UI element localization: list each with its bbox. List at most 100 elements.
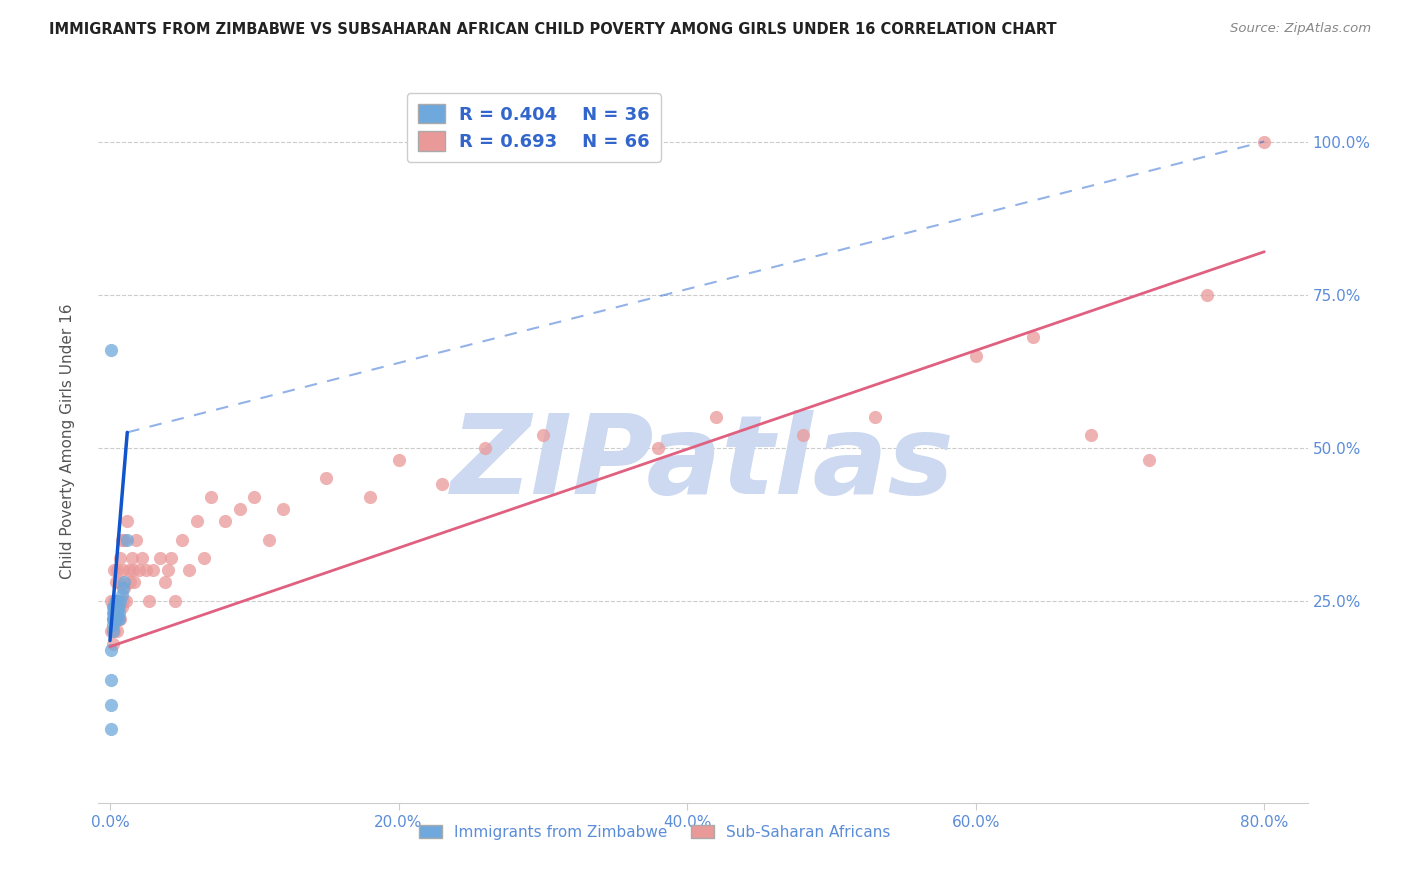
- Point: [105, 599, 128, 614]
- Point: [103, 599, 125, 614]
- Point: [163, 593, 186, 607]
- Point: [104, 593, 127, 607]
- Point: [792, 428, 814, 442]
- Text: IMMIGRANTS FROM ZIMBABWE VS SUBSAHARAN AFRICAN CHILD POVERTY AMONG GIRLS UNDER 1: IMMIGRANTS FROM ZIMBABWE VS SUBSAHARAN A…: [49, 22, 1057, 37]
- Point: [142, 563, 165, 577]
- Point: [172, 533, 194, 547]
- Point: [125, 533, 148, 547]
- Point: [111, 563, 134, 577]
- Point: [128, 563, 150, 577]
- Point: [103, 606, 125, 620]
- Point: [103, 563, 125, 577]
- Point: [105, 593, 128, 607]
- Point: [121, 550, 143, 565]
- Point: [1137, 453, 1160, 467]
- Point: [114, 593, 136, 607]
- Text: ZIPatlas: ZIPatlas: [451, 409, 955, 516]
- Point: [1253, 135, 1275, 149]
- Point: [108, 550, 131, 565]
- Point: [101, 599, 124, 614]
- Point: [430, 477, 453, 491]
- Point: [104, 606, 127, 620]
- Point: [100, 723, 122, 737]
- Point: [101, 612, 124, 626]
- Point: [135, 563, 157, 577]
- Point: [103, 612, 125, 626]
- Point: [387, 453, 409, 467]
- Point: [100, 624, 122, 639]
- Point: [100, 642, 122, 657]
- Point: [474, 441, 496, 455]
- Point: [149, 550, 172, 565]
- Point: [1195, 287, 1218, 301]
- Point: [111, 593, 134, 607]
- Text: Source: ZipAtlas.com: Source: ZipAtlas.com: [1230, 22, 1371, 36]
- Point: [359, 490, 381, 504]
- Point: [122, 563, 145, 577]
- Point: [531, 428, 554, 442]
- Point: [100, 593, 122, 607]
- Point: [200, 490, 222, 504]
- Point: [111, 582, 134, 596]
- Point: [105, 624, 128, 639]
- Point: [103, 612, 125, 626]
- Point: [101, 606, 124, 620]
- Point: [1022, 330, 1045, 344]
- Point: [965, 349, 987, 363]
- Point: [107, 575, 129, 590]
- Point: [112, 575, 135, 590]
- Point: [138, 593, 160, 607]
- Point: [104, 599, 127, 614]
- Point: [101, 618, 124, 632]
- Point: [159, 550, 181, 565]
- Point: [647, 441, 669, 455]
- Point: [107, 612, 129, 626]
- Point: [105, 563, 128, 577]
- Point: [117, 533, 139, 547]
- Point: [103, 624, 125, 639]
- Point: [100, 343, 122, 357]
- Legend: Immigrants from Zimbabwe, Sub-Saharan Africans: Immigrants from Zimbabwe, Sub-Saharan Af…: [413, 819, 896, 846]
- Point: [103, 593, 125, 607]
- Point: [103, 606, 125, 620]
- Point: [118, 563, 141, 577]
- Point: [105, 612, 128, 626]
- Point: [315, 471, 337, 485]
- Point: [124, 575, 146, 590]
- Point: [193, 550, 215, 565]
- Point: [110, 588, 132, 602]
- Point: [179, 563, 201, 577]
- Point: [104, 593, 127, 607]
- Point: [112, 533, 135, 547]
- Point: [101, 612, 124, 626]
- Point: [186, 514, 208, 528]
- Point: [229, 502, 252, 516]
- Point: [153, 575, 176, 590]
- Point: [131, 550, 153, 565]
- Point: [103, 599, 125, 614]
- Point: [110, 533, 132, 547]
- Point: [107, 612, 129, 626]
- Point: [104, 575, 127, 590]
- Point: [105, 599, 128, 614]
- Point: [112, 582, 135, 596]
- Point: [104, 612, 127, 626]
- Point: [108, 612, 131, 626]
- Point: [120, 575, 142, 590]
- Point: [101, 637, 124, 651]
- Point: [105, 593, 128, 607]
- Point: [104, 606, 127, 620]
- Point: [110, 599, 132, 614]
- Y-axis label: Child Poverty Among Girls Under 16: Child Poverty Among Girls Under 16: [60, 304, 75, 579]
- Point: [101, 624, 124, 639]
- Point: [107, 606, 129, 620]
- Point: [104, 599, 127, 614]
- Point: [107, 599, 129, 614]
- Point: [100, 698, 122, 712]
- Point: [100, 673, 122, 688]
- Point: [704, 410, 727, 425]
- Point: [104, 612, 127, 626]
- Point: [243, 490, 266, 504]
- Point: [117, 514, 139, 528]
- Point: [1080, 428, 1102, 442]
